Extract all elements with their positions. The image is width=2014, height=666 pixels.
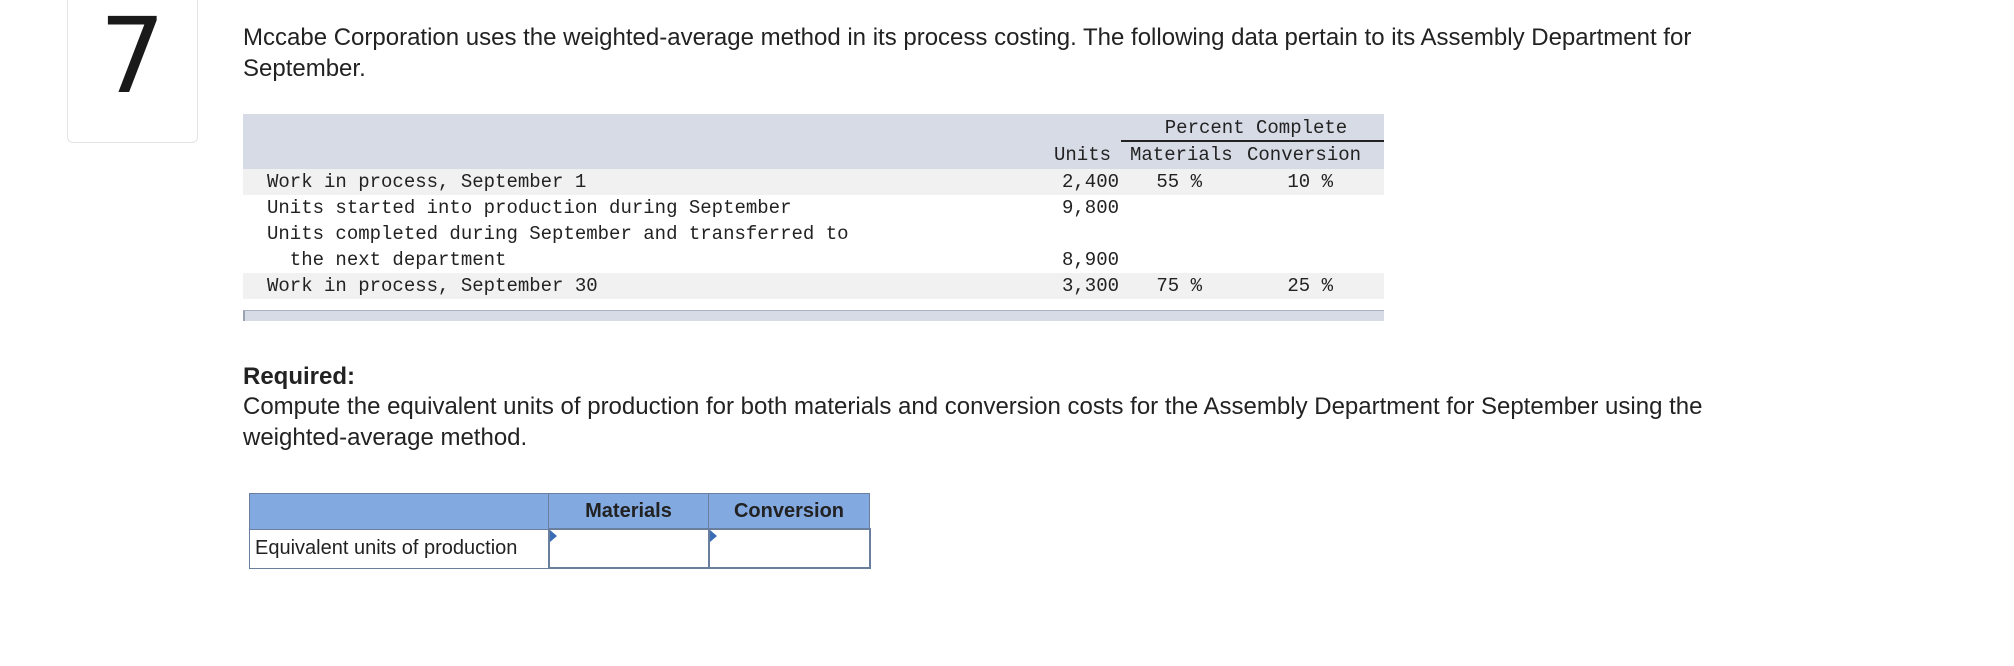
percent-complete-header: Percent Complete bbox=[1164, 117, 1348, 139]
row-units: 2,400 bbox=[1061, 171, 1119, 193]
answer-table: Materials Conversion Equivalent units of… bbox=[249, 493, 871, 569]
row-units: 8,900 bbox=[1061, 249, 1119, 271]
answer-header-conversion: Conversion bbox=[708, 493, 870, 530]
materials-cell bbox=[547, 528, 710, 569]
row-conversion: 10 % bbox=[1287, 171, 1333, 193]
required-heading: Required: bbox=[243, 363, 356, 390]
table-row-stripe bbox=[243, 169, 1384, 195]
row-label: Units completed during September and tra… bbox=[267, 223, 849, 245]
input-marker-icon bbox=[709, 530, 717, 542]
table-row-stripe bbox=[243, 273, 1384, 299]
row-label: Work in process, September 1 bbox=[267, 171, 587, 193]
answer-row: Equivalent units of production bbox=[249, 528, 871, 569]
question-number: 7 bbox=[99, 0, 166, 117]
question-intro: Mccabe Corporation uses the weighted-ave… bbox=[243, 24, 1692, 82]
row-units: 9,800 bbox=[1061, 197, 1119, 219]
row-label: the next department bbox=[267, 249, 507, 271]
row-conversion: 25 % bbox=[1287, 275, 1333, 297]
answer-header-row: Materials Conversion bbox=[249, 493, 870, 530]
equivalent-units-label: Equivalent units of production bbox=[249, 528, 549, 569]
row-units: 3,300 bbox=[1061, 275, 1119, 297]
units-header: Units bbox=[1053, 144, 1111, 166]
row-label: Work in process, September 30 bbox=[267, 275, 598, 297]
conversion-equivalent-units-input[interactable] bbox=[709, 531, 869, 566]
conversion-cell bbox=[707, 528, 871, 569]
row-materials: 55 % bbox=[1156, 171, 1202, 193]
header-underline bbox=[1121, 140, 1384, 142]
required-text: Compute the equivalent units of producti… bbox=[243, 393, 1703, 451]
answer-header-materials: Materials bbox=[548, 493, 709, 530]
conversion-header: Conversion bbox=[1247, 144, 1362, 166]
materials-header: Materials bbox=[1130, 144, 1233, 166]
input-marker-icon bbox=[549, 530, 557, 542]
row-materials: 75 % bbox=[1156, 275, 1202, 297]
question-number-box: 7 bbox=[67, 0, 198, 143]
process-data-table: Percent Complete Units Materials Convers… bbox=[243, 114, 1384, 322]
row-label: Units started into production during Sep… bbox=[267, 197, 792, 219]
table-bottom-bar bbox=[243, 310, 1384, 321]
materials-equivalent-units-input[interactable] bbox=[549, 531, 708, 566]
answer-header-blank bbox=[249, 493, 549, 530]
